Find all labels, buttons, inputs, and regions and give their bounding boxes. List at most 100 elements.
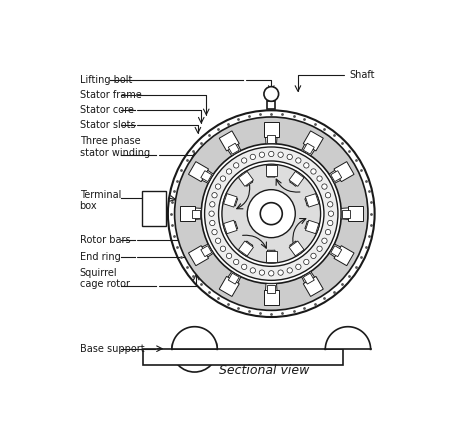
Polygon shape: [266, 250, 276, 263]
Circle shape: [234, 259, 239, 265]
Circle shape: [210, 202, 215, 207]
Circle shape: [287, 268, 292, 273]
Polygon shape: [267, 284, 275, 293]
Polygon shape: [221, 271, 241, 293]
Polygon shape: [223, 221, 237, 233]
Bar: [143, 349, 343, 365]
Text: Shaft: Shaft: [350, 70, 375, 80]
Polygon shape: [301, 134, 321, 156]
Polygon shape: [329, 164, 351, 183]
Circle shape: [212, 193, 217, 198]
Text: Stator frame: Stator frame: [80, 90, 141, 100]
Circle shape: [212, 229, 217, 235]
Polygon shape: [305, 194, 319, 206]
Circle shape: [311, 253, 316, 259]
Polygon shape: [305, 221, 319, 233]
Circle shape: [317, 176, 322, 181]
Circle shape: [269, 151, 274, 157]
Circle shape: [234, 163, 239, 168]
Text: End ring: End ring: [80, 252, 120, 262]
Polygon shape: [289, 171, 304, 186]
Polygon shape: [264, 122, 279, 137]
Polygon shape: [341, 207, 360, 220]
Circle shape: [259, 152, 264, 157]
Polygon shape: [180, 207, 195, 221]
Bar: [325, 324, 371, 349]
Polygon shape: [303, 276, 323, 297]
Polygon shape: [191, 164, 213, 183]
Polygon shape: [303, 143, 314, 154]
Polygon shape: [301, 271, 321, 293]
Circle shape: [215, 184, 221, 189]
Polygon shape: [264, 284, 278, 302]
Circle shape: [205, 147, 338, 280]
Polygon shape: [219, 131, 239, 151]
Circle shape: [242, 264, 247, 269]
Polygon shape: [267, 135, 275, 142]
Polygon shape: [238, 171, 254, 186]
Circle shape: [222, 164, 320, 263]
Text: Squirrel
cage rotor: Squirrel cage rotor: [80, 268, 129, 290]
Polygon shape: [183, 207, 201, 220]
Polygon shape: [342, 210, 350, 218]
Circle shape: [215, 238, 221, 243]
Circle shape: [269, 271, 274, 276]
Polygon shape: [303, 131, 323, 151]
Polygon shape: [221, 134, 241, 156]
Polygon shape: [264, 125, 278, 144]
Polygon shape: [290, 241, 304, 256]
Polygon shape: [224, 220, 237, 234]
Circle shape: [287, 154, 292, 160]
Circle shape: [264, 87, 279, 101]
Circle shape: [227, 169, 232, 174]
Polygon shape: [189, 246, 209, 266]
Circle shape: [278, 270, 283, 275]
Circle shape: [304, 163, 309, 168]
Text: Sectional view: Sectional view: [219, 364, 310, 377]
Polygon shape: [219, 276, 239, 297]
Circle shape: [174, 117, 368, 310]
Polygon shape: [192, 210, 200, 218]
Polygon shape: [331, 171, 342, 181]
Circle shape: [250, 268, 255, 273]
Circle shape: [201, 144, 341, 284]
Polygon shape: [189, 162, 209, 182]
Polygon shape: [334, 162, 354, 182]
Polygon shape: [201, 171, 212, 181]
Circle shape: [328, 202, 333, 207]
Circle shape: [296, 264, 301, 269]
Circle shape: [317, 246, 322, 252]
Circle shape: [304, 259, 309, 265]
Circle shape: [220, 176, 226, 181]
Text: Three phase
stator winding: Three phase stator winding: [80, 136, 150, 158]
Bar: [267, 101, 275, 109]
Circle shape: [260, 203, 283, 225]
Polygon shape: [266, 164, 276, 177]
Polygon shape: [238, 241, 254, 256]
Circle shape: [210, 220, 215, 226]
Circle shape: [250, 154, 255, 160]
Polygon shape: [266, 251, 277, 262]
Polygon shape: [264, 291, 279, 305]
Polygon shape: [191, 244, 213, 263]
Circle shape: [227, 253, 232, 259]
Polygon shape: [228, 273, 239, 284]
Polygon shape: [228, 143, 239, 154]
Circle shape: [322, 238, 327, 243]
Polygon shape: [290, 171, 304, 186]
Text: Lifting bolt: Lifting bolt: [80, 75, 132, 85]
Circle shape: [278, 152, 283, 157]
Polygon shape: [223, 194, 237, 206]
Text: Base support: Base support: [80, 344, 144, 354]
Text: Stator slots: Stator slots: [80, 120, 135, 130]
Circle shape: [168, 110, 374, 317]
Polygon shape: [289, 241, 304, 256]
Circle shape: [328, 211, 334, 216]
Circle shape: [296, 158, 301, 163]
Circle shape: [328, 220, 333, 226]
Polygon shape: [305, 220, 319, 234]
Polygon shape: [238, 241, 253, 256]
Bar: [172, 324, 217, 349]
Polygon shape: [334, 246, 354, 266]
Polygon shape: [329, 244, 351, 263]
